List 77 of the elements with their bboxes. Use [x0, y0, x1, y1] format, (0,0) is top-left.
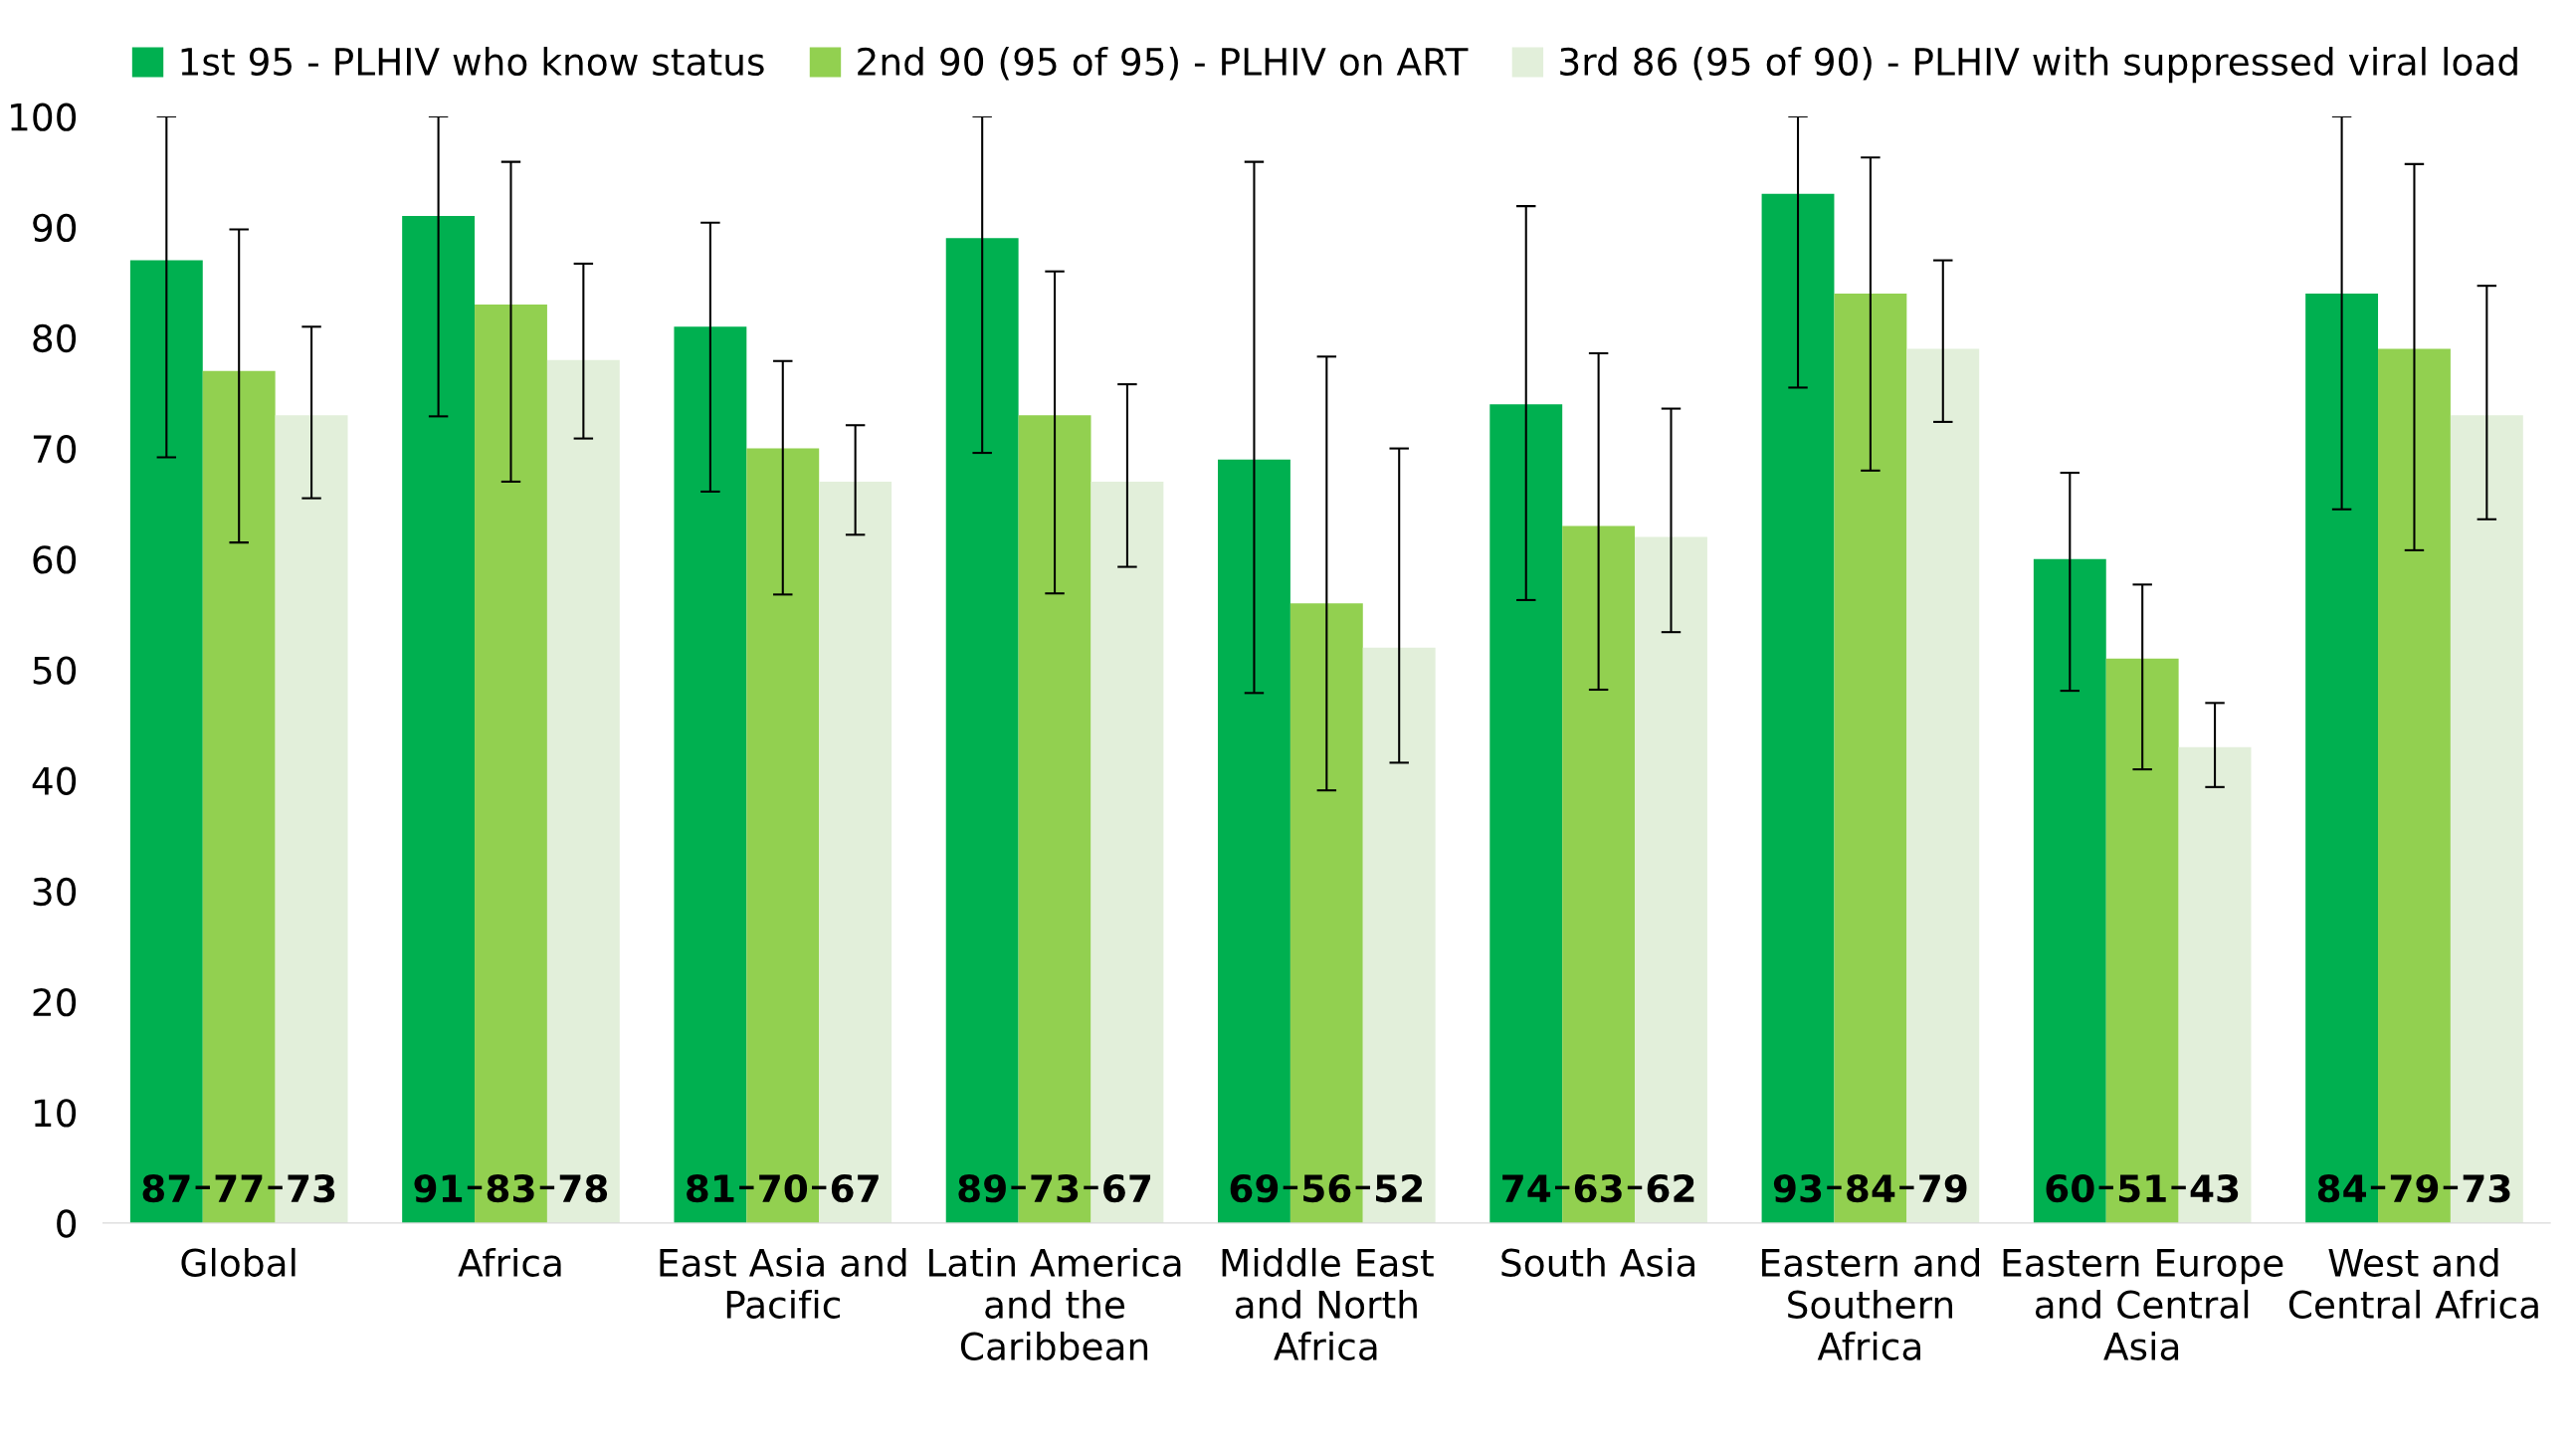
data-label: 77 — [215, 1174, 263, 1202]
x-tick-label: Global — [181, 1247, 296, 1277]
y-tick-label: 90 — [33, 213, 77, 243]
bar — [1362, 647, 1436, 1223]
data-label: 63 — [1574, 1173, 1622, 1203]
bar — [2178, 746, 2252, 1223]
data-label: 79 — [1919, 1173, 1967, 1203]
x-tick-label: Eastern and Southern Africa — [1762, 1247, 1979, 1360]
bar — [1635, 536, 1707, 1223]
data-label: 81 — [687, 1173, 734, 1203]
bar — [2378, 348, 2451, 1223]
data-label: 73 — [2463, 1173, 2510, 1203]
bar — [1090, 481, 1164, 1223]
y-tick-label: 60 — [33, 545, 77, 574]
bar — [129, 260, 203, 1223]
data-label: 43 — [2190, 1173, 2239, 1203]
data-label: 51 — [2118, 1174, 2166, 1203]
bar — [1289, 603, 1363, 1223]
bar — [945, 238, 1019, 1223]
data-label: 84 — [2317, 1173, 2366, 1203]
x-tick-label: Africa — [458, 1247, 561, 1277]
data-label: 56 — [1303, 1173, 1351, 1203]
data-label: 60 — [2046, 1173, 2094, 1203]
x-tick-label: Eastern Europe and Central Asia — [2003, 1249, 2283, 1360]
data-label: 83 — [487, 1173, 534, 1203]
data-label: 87 — [142, 1173, 190, 1203]
data-label: 79 — [2390, 1173, 2439, 1203]
x-tick-label: East Asia and Pacific — [660, 1247, 906, 1319]
bar — [1018, 415, 1091, 1223]
bar — [1218, 459, 1290, 1223]
bar — [2033, 558, 2106, 1223]
bar — [1761, 193, 1835, 1223]
bar — [475, 305, 547, 1223]
x-tick-label: Latin America and the Caribbean — [929, 1247, 1181, 1360]
data-label: 73 — [1031, 1173, 1079, 1203]
data-label: 70 — [759, 1173, 808, 1203]
y-tick-label: 70 — [33, 435, 77, 464]
data-label: 93 — [1773, 1173, 1822, 1203]
data-label: 73 — [288, 1173, 335, 1203]
y-tick-label: 50 — [33, 656, 77, 685]
bar — [1562, 525, 1636, 1223]
data-label: 52 — [1376, 1173, 1423, 1203]
bar — [674, 326, 747, 1223]
data-label: 62 — [1647, 1173, 1694, 1203]
bar — [819, 481, 892, 1223]
y-tick-label: 100 — [11, 103, 77, 131]
data-label: 69 — [1230, 1173, 1279, 1203]
legend-label: 3rd 86 (95 of 90) - PLHIV with suppressed viral load — [1560, 47, 2517, 84]
data-label: 67 — [1103, 1173, 1151, 1203]
bar — [1906, 348, 1980, 1223]
bar — [202, 370, 276, 1223]
bar — [402, 216, 476, 1223]
data-label: 91 — [414, 1173, 463, 1203]
data-label: 89 — [958, 1173, 1006, 1203]
legend-label: 1st 95 - PLHIV who know status — [181, 47, 764, 77]
data-label: 78 — [559, 1173, 608, 1203]
bar — [2450, 415, 2523, 1223]
x-tick-label: South Asia — [1501, 1247, 1694, 1277]
bar — [1489, 404, 1563, 1223]
y-tick-label: 20 — [33, 987, 77, 1017]
bar — [2305, 293, 2379, 1223]
y-tick-label: 10 — [34, 1099, 77, 1128]
data-label: 84 — [1847, 1173, 1895, 1203]
x-tick-label: West and Central Africa — [2288, 1247, 2538, 1319]
y-tick-label: 40 — [32, 766, 77, 795]
bar — [546, 359, 620, 1223]
y-tick-label: 0 — [57, 1209, 77, 1238]
data-label: 67 — [831, 1173, 879, 1203]
x-tick-label: Middle East and North Africa — [1222, 1247, 1434, 1360]
bar — [746, 448, 820, 1223]
data-label: 74 — [1502, 1174, 1551, 1202]
legend-label: 2nd 90 (95 of 95) - PLHIV on ART — [858, 47, 1469, 81]
bar — [2105, 658, 2179, 1223]
y-tick-label: 30 — [33, 877, 77, 907]
y-tick-label: 80 — [33, 323, 77, 353]
bar — [275, 415, 348, 1223]
bar — [1834, 293, 1907, 1223]
